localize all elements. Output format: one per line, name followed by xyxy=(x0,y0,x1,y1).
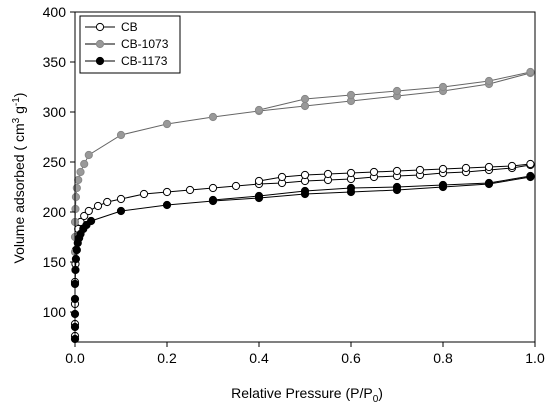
data-point xyxy=(87,216,96,226)
data-point xyxy=(80,159,89,169)
legend-label: CB-1173 xyxy=(121,54,168,68)
data-point xyxy=(438,82,448,92)
data-point xyxy=(346,183,356,193)
data-point xyxy=(438,164,448,174)
data-point xyxy=(162,119,172,129)
data-point xyxy=(185,185,195,195)
data-point xyxy=(72,183,81,193)
x-axis-ticks: 0.0 0.2 0.4 0.6 0.8 1.0 xyxy=(65,342,545,366)
x-axis-title-subscript: 0 xyxy=(373,394,379,405)
data-point xyxy=(254,105,264,115)
data-point xyxy=(415,165,425,175)
data-point xyxy=(507,161,517,171)
data-point xyxy=(526,159,535,169)
y-axis-title: Volume adsorbed ( cm3 g-1) xyxy=(11,93,27,264)
data-point xyxy=(392,166,402,176)
data-point xyxy=(71,254,81,264)
data-point xyxy=(84,150,93,160)
legend-label: CB xyxy=(121,20,138,34)
y-tick-label: 200 xyxy=(43,204,67,220)
data-point xyxy=(208,195,218,205)
legend-marker xyxy=(95,22,105,32)
data-point xyxy=(277,172,287,182)
x-tick-label: 0.0 xyxy=(65,350,85,366)
data-point xyxy=(392,86,402,96)
data-point xyxy=(369,167,379,177)
data-point xyxy=(300,94,310,104)
legend-marker xyxy=(95,39,105,49)
data-point xyxy=(103,197,112,207)
x-tick-label: 0.8 xyxy=(433,350,453,366)
data-point xyxy=(80,211,89,221)
data-point xyxy=(162,200,172,210)
legend-marker xyxy=(95,56,105,66)
y-axis-title-sup2: -1 xyxy=(11,97,22,106)
series-line-desorption xyxy=(212,175,531,201)
y-axis-ticks: 100 150 200 250 300 350 400 xyxy=(43,4,75,320)
data-point xyxy=(300,186,310,196)
legend: CB CB-1073 CB-1173 xyxy=(79,15,181,74)
data-point xyxy=(526,67,535,77)
data-point xyxy=(526,171,535,181)
y-tick-label: 100 xyxy=(43,304,67,320)
data-point xyxy=(116,206,126,216)
x-tick-label: 0.6 xyxy=(341,350,361,366)
y-tick-label: 300 xyxy=(43,104,67,120)
data-point xyxy=(116,194,126,204)
x-tick-label: 0.2 xyxy=(157,350,177,366)
y-tick-label: 150 xyxy=(43,254,67,270)
data-point xyxy=(323,169,333,179)
data-point xyxy=(254,191,264,201)
data-point xyxy=(484,162,494,172)
data-point xyxy=(392,182,402,192)
data-point xyxy=(484,178,494,188)
y-tick-label: 250 xyxy=(43,154,67,170)
data-point xyxy=(461,163,471,173)
data-point xyxy=(300,170,310,180)
data-point xyxy=(231,181,241,191)
data-point xyxy=(71,192,81,202)
y-axis-title-sup1: 3 xyxy=(11,117,22,123)
x-axis-title: Relative Pressure (P/P0) xyxy=(231,385,383,405)
legend-label: CB-1073 xyxy=(121,37,169,51)
data-point xyxy=(208,183,218,193)
y-tick-label: 350 xyxy=(43,54,67,70)
data-point xyxy=(93,201,103,211)
x-tick-label: 0.4 xyxy=(249,350,269,366)
x-tick-label: 1.0 xyxy=(525,350,545,366)
data-point xyxy=(74,175,83,185)
data-point xyxy=(208,112,218,122)
data-point xyxy=(72,245,81,255)
data-point xyxy=(116,130,126,140)
data-point xyxy=(162,187,172,197)
data-point xyxy=(484,76,494,86)
y-tick-label: 400 xyxy=(43,4,67,20)
data-point xyxy=(300,101,310,111)
data-point xyxy=(84,206,93,216)
data-point xyxy=(346,168,356,178)
data-point xyxy=(346,90,356,100)
data-point xyxy=(139,189,149,199)
data-point xyxy=(438,180,448,190)
plot-frame xyxy=(74,11,536,343)
data-point xyxy=(254,176,264,186)
data-point xyxy=(76,167,85,177)
data-layer xyxy=(70,67,535,344)
